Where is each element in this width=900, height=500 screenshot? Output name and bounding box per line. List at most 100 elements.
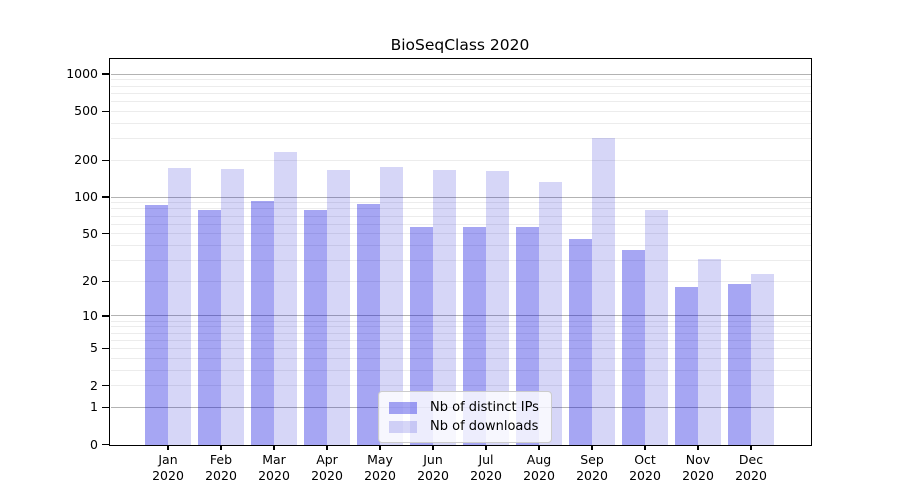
- bar-distinct-ips: [463, 226, 486, 445]
- grid-line-minor: [110, 280, 811, 282]
- x-tick-mark: [432, 444, 434, 450]
- x-tick-label: Jan 2020: [152, 451, 184, 483]
- y-tick-label: 0: [90, 436, 98, 452]
- grid-line-minor: [110, 385, 811, 387]
- grid-line-minor: [110, 202, 811, 204]
- grid-line-minor: [110, 326, 811, 328]
- x-tick-label: Aug 2020: [523, 451, 555, 483]
- bar-downloads: [698, 258, 721, 445]
- grid-line-minor: [110, 92, 811, 94]
- x-tick-mark: [326, 444, 328, 450]
- bar-distinct-ips: [516, 226, 539, 445]
- y-tick-label: 200: [74, 152, 98, 168]
- grid-line-major: [110, 315, 811, 317]
- y-tick-mark: [102, 280, 109, 282]
- x-tick-mark: [591, 444, 593, 450]
- y-tick-label: 100: [74, 189, 98, 205]
- x-tick-label: Feb 2020: [205, 451, 237, 483]
- x-tick-label: May 2020: [364, 451, 396, 483]
- y-tick-mark: [102, 196, 109, 198]
- bar-distinct-ips: [145, 204, 168, 445]
- y-tick-mark: [102, 233, 109, 235]
- legend-label-distinct-ips: Nb of distinct IPs: [430, 400, 539, 415]
- y-tick-mark: [102, 384, 109, 387]
- y-tick-mark: [102, 315, 109, 317]
- bar-distinct-ips: [569, 239, 592, 445]
- grid-line-minor: [110, 223, 811, 225]
- x-tick-mark: [485, 444, 487, 450]
- bar-downloads: [645, 210, 668, 445]
- grid-line-minor: [110, 233, 811, 235]
- x-tick-mark: [379, 444, 381, 450]
- bar-downloads: [592, 137, 615, 445]
- y-tick-label: 1000: [66, 66, 98, 82]
- grid-line-major: [110, 196, 811, 198]
- y-tick-mark: [102, 73, 109, 75]
- legend-swatch-downloads: [389, 420, 417, 433]
- grid-line-minor: [110, 244, 811, 246]
- x-tick-label: Dec 2020: [735, 451, 767, 483]
- y-tick-label: 500: [74, 103, 98, 119]
- grid-line-minor: [110, 122, 811, 124]
- y-tick-label: 2: [90, 377, 98, 393]
- x-tick-label: Nov 2020: [682, 451, 714, 483]
- x-tick-mark: [538, 444, 540, 450]
- y-tick-label: 50: [82, 225, 98, 241]
- grid-line-minor: [110, 101, 811, 103]
- x-tick-mark: [220, 444, 222, 450]
- grid-line-minor: [110, 208, 811, 210]
- bar-downloads: [221, 168, 244, 445]
- bar-distinct-ips: [622, 249, 645, 445]
- x-tick-mark: [273, 444, 275, 450]
- grid-line-minor: [110, 347, 811, 349]
- grid-line-minor: [110, 320, 811, 322]
- x-tick-mark: [167, 444, 169, 450]
- grid-line-minor: [110, 159, 811, 161]
- bar-downloads: [539, 182, 562, 445]
- legend-swatch-distinct-ips: [389, 401, 417, 414]
- x-tick-mark: [644, 444, 646, 450]
- grid-line-minor: [110, 85, 811, 87]
- legend-row: Nb of downloads: [389, 417, 539, 436]
- y-tick-label: 5: [90, 340, 98, 356]
- plot-frame: [109, 58, 812, 446]
- y-tick-mark: [102, 443, 109, 446]
- grid-line-minor: [110, 357, 811, 359]
- grid-line-minor: [110, 259, 811, 261]
- bar-downloads: [751, 274, 774, 445]
- x-tick-label: Apr 2020: [311, 451, 343, 483]
- x-tick-label: Sep 2020: [576, 451, 608, 483]
- bar-distinct-ips: [675, 286, 698, 445]
- y-tick-mark: [102, 347, 109, 350]
- bar-distinct-ips: [251, 200, 274, 445]
- bar-distinct-ips: [357, 203, 380, 445]
- y-tick-label: 10: [82, 307, 98, 323]
- bar-distinct-ips: [304, 210, 327, 445]
- y-tick-label: 20: [82, 273, 98, 289]
- grid-line-minor: [110, 369, 811, 371]
- grid-line-minor: [110, 215, 811, 217]
- bar-downloads: [486, 170, 509, 445]
- y-tick-label: 1: [90, 399, 98, 415]
- grid-line-minor: [110, 110, 811, 112]
- grid-line-minor: [110, 79, 811, 81]
- grid-line-minor: [110, 339, 811, 341]
- legend: Nb of distinct IPs Nb of downloads: [378, 391, 552, 443]
- bar-downloads: [274, 151, 297, 445]
- bar-downloads: [433, 169, 456, 445]
- grid-line-minor: [110, 332, 811, 334]
- bar-distinct-ips: [410, 226, 433, 445]
- grid-line-major: [110, 73, 811, 75]
- chart-title: BioSeqClass 2020: [390, 36, 530, 54]
- plot-area: [110, 60, 811, 445]
- grid-line-minor: [110, 138, 811, 140]
- bar-distinct-ips: [728, 283, 751, 445]
- y-tick-mark: [102, 110, 109, 112]
- bar-distinct-ips: [198, 209, 221, 445]
- x-tick-mark: [750, 444, 752, 450]
- bar-downloads: [380, 167, 403, 445]
- bar-downloads: [168, 167, 191, 445]
- x-tick-label: Jul 2020: [470, 451, 502, 483]
- y-tick-mark: [102, 159, 109, 161]
